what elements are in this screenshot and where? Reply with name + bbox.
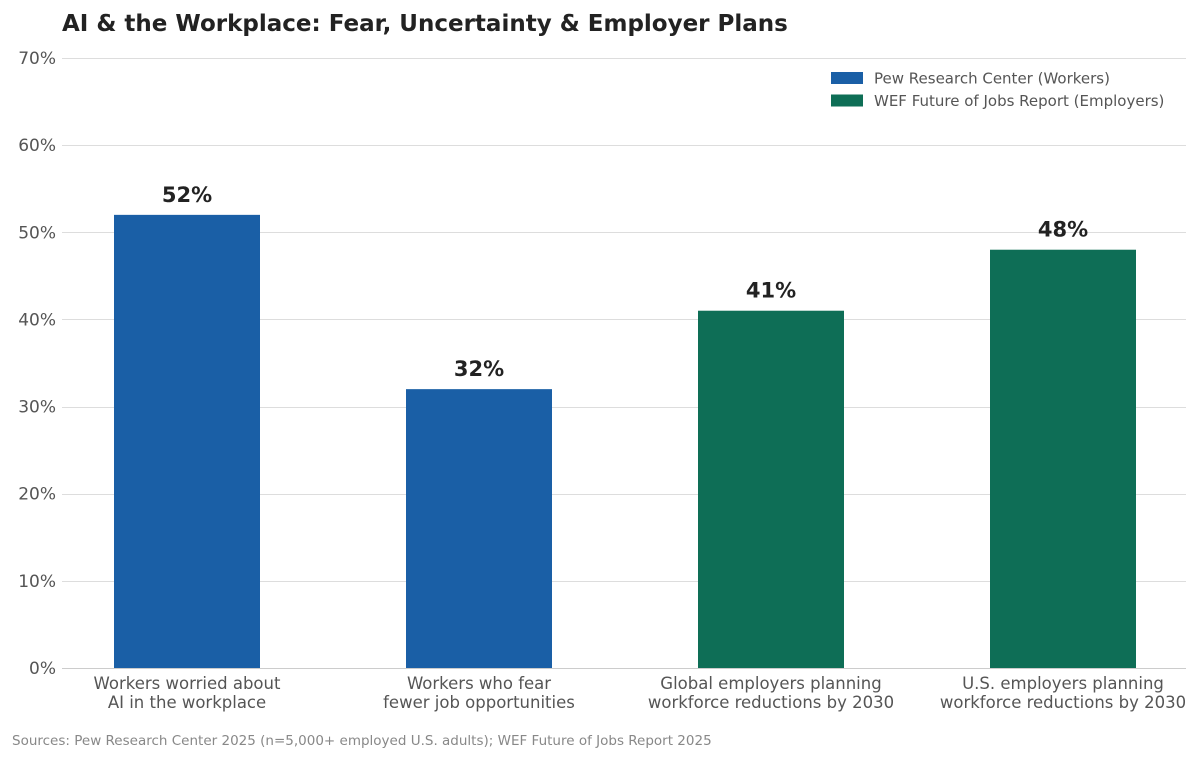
x-category-label: U.S. employers planning [962, 674, 1164, 693]
bar-value-label: 52% [162, 183, 212, 207]
y-axis-ticks: 0% 10% 20% 30% 40% 50% 60% 70% [18, 49, 56, 679]
source-note: Sources: Pew Research Center 2025 (n=5,0… [12, 733, 712, 749]
x-category-label: Global employers planning [660, 674, 881, 693]
bar-value-label: 32% [454, 357, 504, 381]
y-tick-label: 50% [18, 223, 56, 243]
x-category-label: Workers who fear [407, 674, 551, 693]
legend-label: WEF Future of Jobs Report (Employers) [874, 92, 1164, 110]
bars [114, 214, 1136, 668]
y-tick-label: 20% [18, 485, 56, 505]
legend-label: Pew Research Center (Workers) [874, 70, 1110, 88]
bar [990, 249, 1136, 668]
bar [406, 389, 552, 668]
y-tick-label: 0% [29, 659, 56, 679]
legend: Pew Research Center (Workers) WEF Future … [831, 70, 1164, 110]
x-category-label: fewer job opportunities [383, 693, 575, 712]
y-tick-label: 60% [18, 136, 56, 156]
x-category-label: workforce reductions by 2030 [648, 693, 894, 712]
bar-value-label: 41% [746, 279, 796, 303]
y-tick-label: 30% [18, 398, 56, 418]
x-category-label: AI in the workplace [108, 693, 266, 712]
x-category-label: workforce reductions by 2030 [940, 693, 1186, 712]
chart-title: AI & the Workplace: Fear, Uncertainty & … [62, 11, 788, 37]
x-category-label: Workers worried about [94, 674, 281, 693]
y-tick-label: 40% [18, 310, 56, 330]
y-tick-label: 70% [18, 49, 56, 69]
value-labels: 52% 32% 41% 48% [162, 183, 1088, 381]
legend-swatch [831, 94, 863, 107]
bar [114, 214, 260, 668]
y-tick-label: 10% [18, 572, 56, 592]
legend-swatch [831, 72, 863, 84]
bar [698, 310, 844, 668]
bar-value-label: 48% [1038, 218, 1088, 242]
